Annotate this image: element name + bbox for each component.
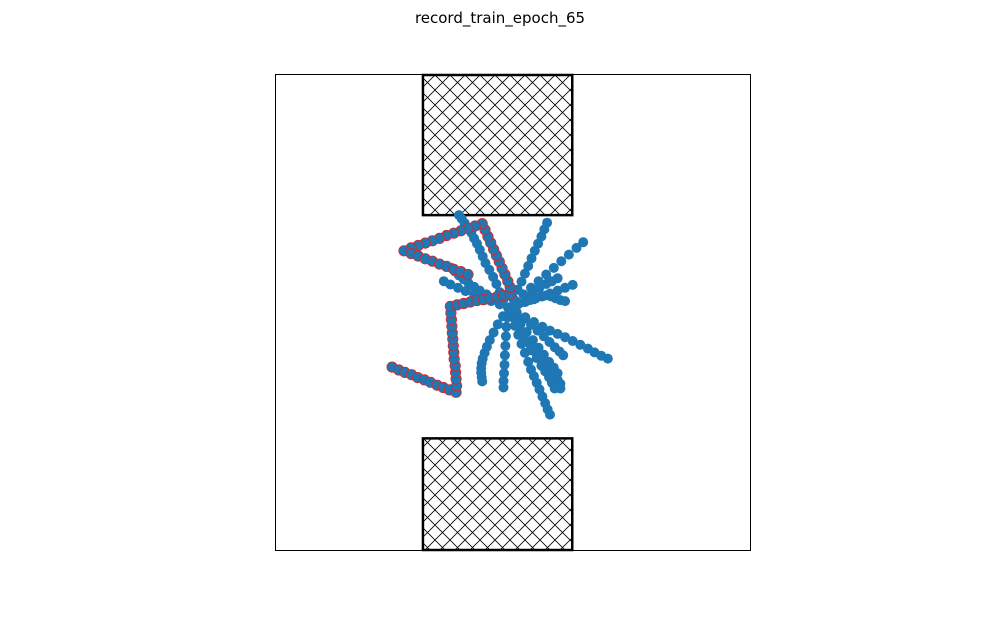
data-point	[563, 249, 574, 260]
obstacle-2	[421, 437, 574, 552]
data-point	[545, 409, 555, 420]
data-point	[498, 382, 509, 393]
data-point	[499, 368, 509, 379]
data-point	[578, 237, 589, 248]
data-point	[523, 261, 534, 271]
data-point	[516, 276, 527, 287]
data-point	[560, 282, 571, 293]
chart-title: record_train_epoch_65	[414, 9, 586, 27]
data-point	[499, 359, 510, 370]
data-point	[571, 242, 582, 253]
data-point	[556, 256, 567, 267]
data-point	[499, 350, 510, 361]
data-point	[541, 269, 552, 280]
data-point	[552, 328, 563, 339]
data-point	[518, 314, 529, 325]
obstacle-layer	[421, 73, 574, 552]
obstacle-1	[421, 73, 574, 217]
data-point	[558, 350, 569, 361]
data-point	[477, 376, 488, 387]
trajectory-16	[503, 290, 571, 313]
data-point	[548, 262, 559, 273]
trajectory-15	[503, 302, 566, 394]
trajectory-8	[503, 302, 555, 420]
data-point	[567, 336, 578, 346]
data-point	[498, 311, 508, 322]
data-point	[560, 332, 571, 343]
data-point	[501, 321, 512, 332]
data-point	[526, 319, 536, 330]
points-layer	[386, 210, 613, 420]
data-point	[575, 339, 586, 350]
trajectory-14	[503, 302, 569, 361]
data-point	[523, 356, 534, 367]
data-point	[488, 327, 499, 338]
data-point	[552, 273, 563, 284]
data-point	[519, 347, 530, 358]
data-point	[460, 286, 471, 297]
data-point	[552, 285, 563, 296]
data-point	[500, 340, 511, 351]
data-point	[526, 253, 537, 264]
data-point	[492, 319, 503, 330]
data-point	[519, 268, 530, 279]
data-point	[602, 353, 613, 364]
data-point	[438, 276, 449, 287]
data-point	[453, 282, 463, 293]
data-point	[560, 296, 571, 307]
data-point	[462, 268, 474, 281]
data-point	[542, 217, 553, 228]
data-point	[567, 279, 578, 290]
data-point	[555, 383, 566, 394]
data-point	[454, 210, 464, 221]
data-point	[500, 331, 511, 342]
highlight-trajectory-17	[386, 218, 516, 398]
